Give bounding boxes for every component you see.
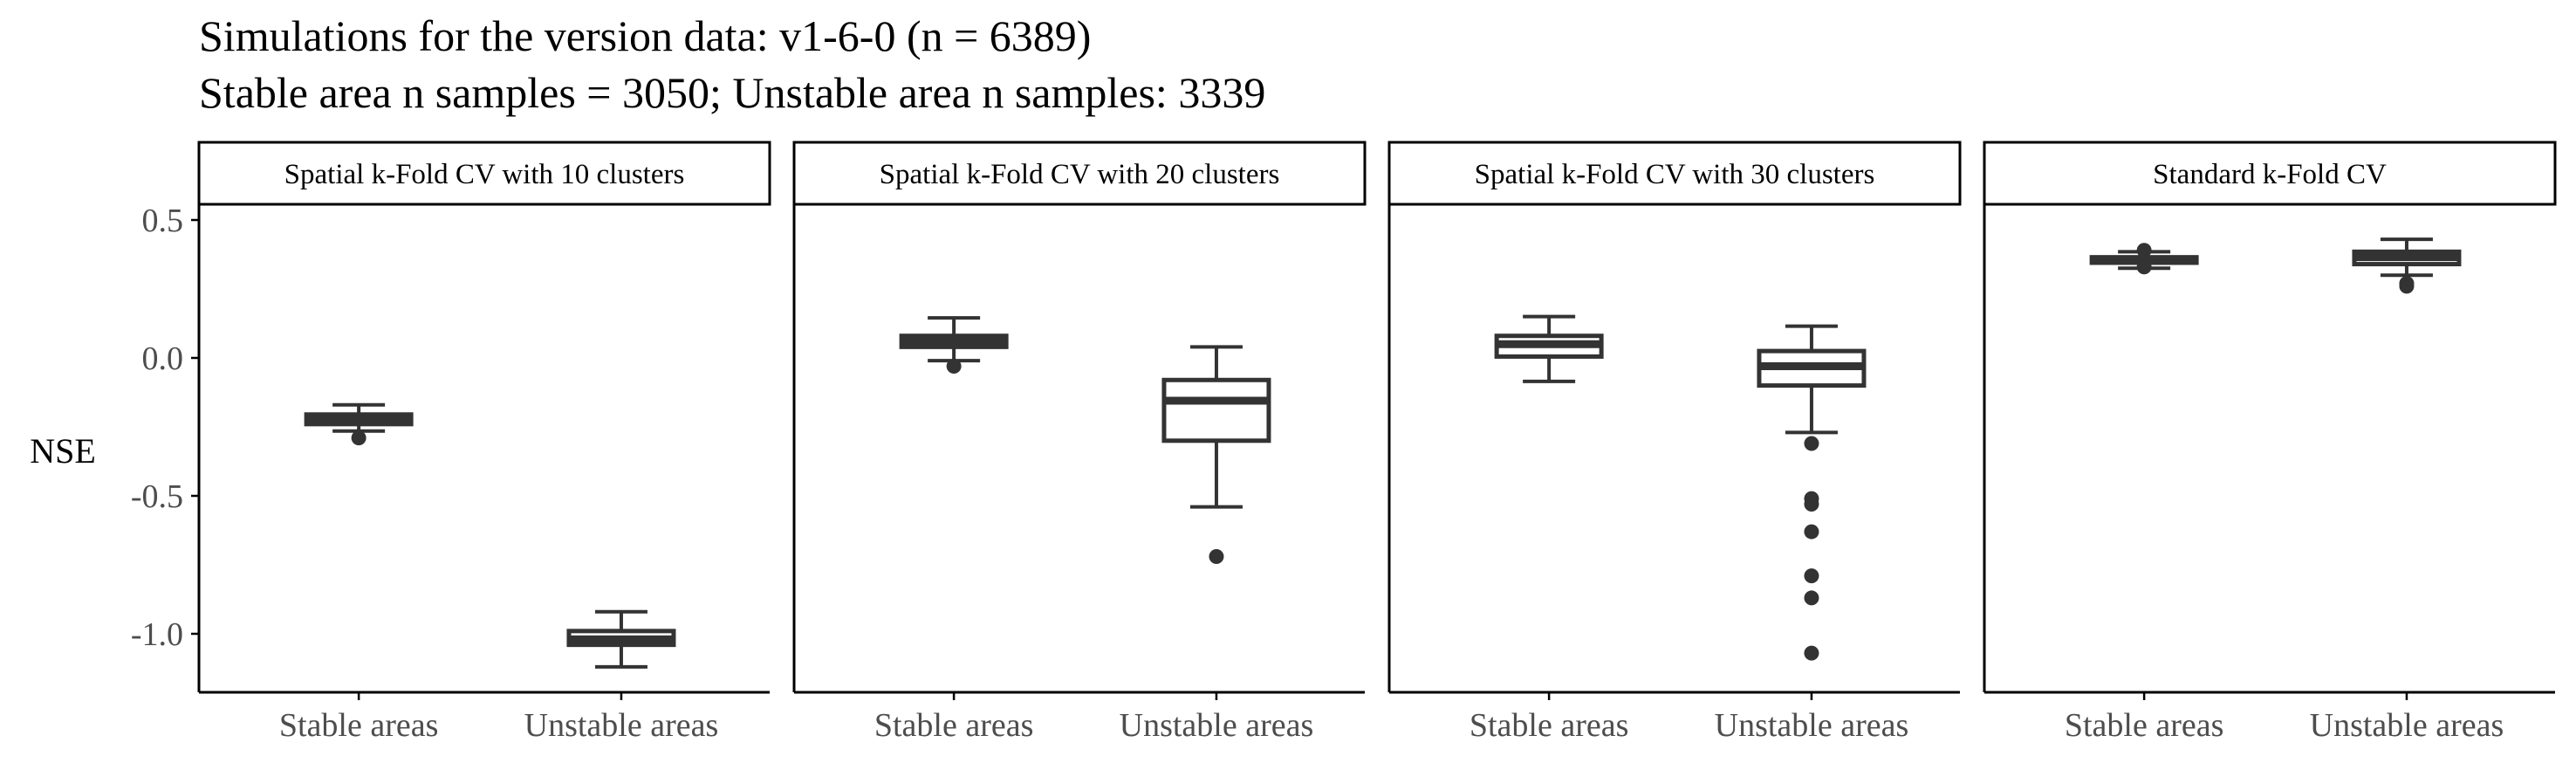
outlier-point (946, 358, 962, 374)
outlier-point (2399, 276, 2415, 292)
y-tick-label: -1.0 (131, 616, 183, 653)
chart-title: Simulations for the version data: v1-6-0… (199, 11, 1091, 60)
outlier-point (1209, 549, 1224, 565)
facet-label: Spatial k-Fold CV with 20 clusters (880, 159, 1280, 190)
facet-label: Spatial k-Fold CV with 30 clusters (1475, 159, 1875, 190)
facet-strip (197, 141, 771, 206)
y-tick-label: 0.5 (142, 203, 184, 239)
facet-label: Standard k-Fold CV (2153, 159, 2387, 190)
outlier-point (1804, 645, 1819, 661)
outlier-point (2136, 243, 2152, 258)
outlier-point (1804, 496, 1819, 512)
x-tick-label: Unstable areas (1120, 707, 1314, 744)
facet-label: Spatial k-Fold CV with 10 clusters (284, 159, 685, 190)
outlier-point (351, 430, 367, 446)
x-tick-label: Stable areas (1470, 707, 1629, 744)
x-tick-label: Stable areas (279, 707, 439, 744)
outlier-point (1804, 436, 1819, 451)
outlier-point (2136, 259, 2152, 275)
box (1161, 377, 1271, 443)
x-tick-label: Unstable areas (2310, 707, 2504, 744)
y-axis-label: NSE (30, 431, 96, 471)
chart-subtitle: Stable area n samples = 3050; Unstable a… (199, 68, 1265, 117)
x-tick-label: Unstable areas (1715, 707, 1909, 744)
outlier-point (1804, 524, 1819, 540)
x-tick-label: Stable areas (2065, 707, 2224, 744)
facet-strip (1387, 141, 1962, 206)
y-tick-label: 0.0 (142, 340, 184, 377)
facet-strip (792, 141, 1367, 206)
x-tick-label: Stable areas (874, 707, 1034, 744)
facet-strip (1983, 141, 2557, 206)
outlier-point (1804, 568, 1819, 584)
outlier-point (1804, 590, 1819, 606)
plot-area: 0.5 0.0 -0.5 -1.0 Spatial k-Fold CV with 10 … (131, 141, 2557, 744)
y-tick-label: -0.5 (131, 478, 183, 515)
x-tick-label: Unstable areas (524, 707, 719, 744)
